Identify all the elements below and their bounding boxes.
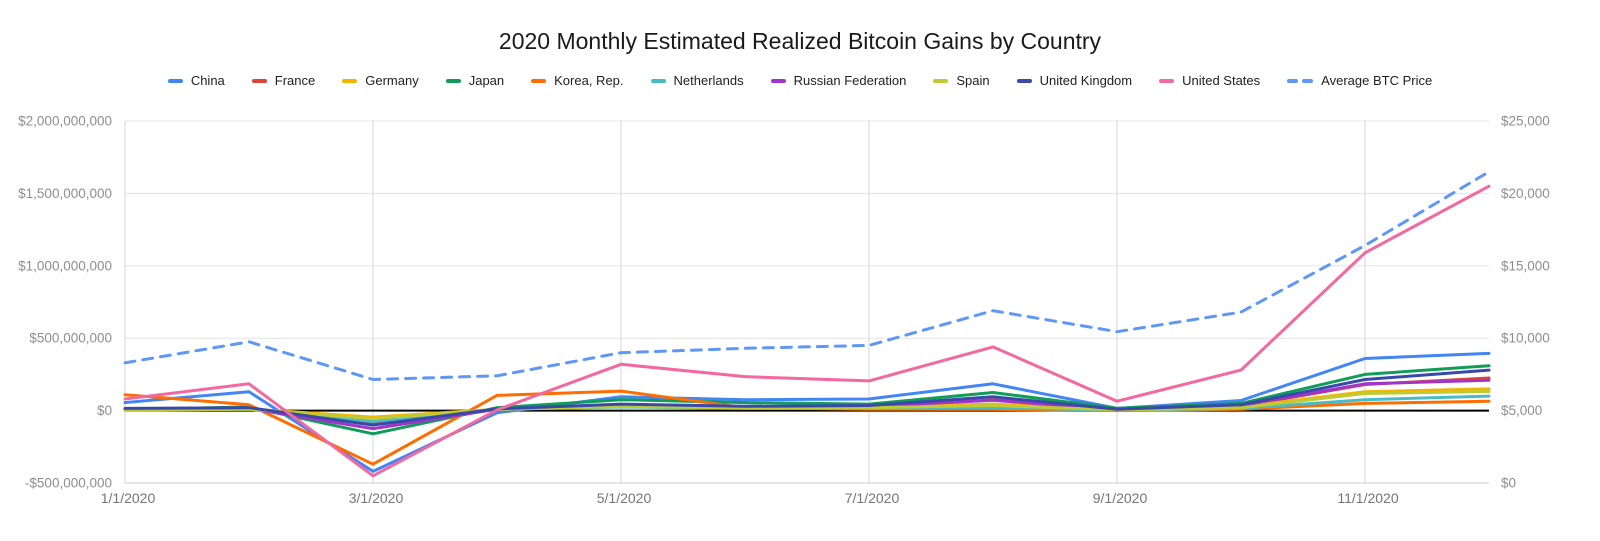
x-axis-tick-label: 1/1/2020	[101, 490, 156, 506]
legend-item-united-states[interactable]: United States	[1159, 73, 1260, 88]
right-axis-tick-label: $20,000	[1501, 186, 1550, 201]
legend-item-label: Russian Federation	[793, 73, 907, 88]
series-color-bar	[1016, 78, 1032, 83]
legend-swatch-icon	[445, 78, 461, 83]
legend-item-label: Spain	[956, 73, 990, 88]
legend-item-label: China	[190, 73, 225, 88]
x-axis-tick-label: 11/1/2020	[1337, 490, 1398, 506]
legend-swatch-icon	[1159, 78, 1175, 83]
left-axis-tick-label: $1,500,000,000	[18, 186, 112, 201]
series-line-united-states[interactable]	[123, 184, 1491, 478]
legend-item-korea-rep[interactable]: Korea, Rep.	[531, 73, 624, 88]
legend-item-spain[interactable]: Spain	[933, 73, 990, 88]
left-axis-tick-label: -$500,000,000	[25, 476, 112, 491]
legend-item-label: Netherlands	[673, 73, 744, 88]
x-axis-tick-label: 7/1/2020	[845, 490, 900, 506]
right-axis-tick-label: $25,000	[1501, 114, 1550, 129]
legend-swatch-icon	[167, 78, 183, 83]
legend-swatch-icon	[1287, 78, 1314, 83]
legend-item-label: Average BTC Price	[1321, 73, 1433, 88]
legend-item-france[interactable]: France	[251, 73, 316, 88]
legend-swatch-icon	[933, 78, 949, 83]
legend-swatch-icon	[531, 78, 547, 83]
legend-item-label: Germany	[365, 73, 419, 88]
series-color-bar	[770, 78, 786, 83]
x-axis-tick-label: 5/1/2020	[597, 490, 652, 506]
right-axis-tick-label: $0	[1501, 476, 1516, 491]
series-color-bar	[1287, 78, 1299, 83]
series-color-bar	[1159, 78, 1175, 83]
left-axis-tick-label: $500,000,000	[29, 331, 112, 346]
legend-item-label: United States	[1182, 73, 1261, 88]
legend-item-russian-federation[interactable]: Russian Federation	[770, 73, 907, 88]
series-line-china[interactable]	[123, 351, 1491, 473]
legend-item-average-btc-price[interactable]: Average BTC Price	[1287, 73, 1432, 88]
legend-item-label: Korea, Rep.	[554, 73, 624, 88]
left-axis-tick-label: $2,000,000,000	[18, 114, 112, 129]
series-color-bar	[251, 78, 267, 83]
series-color-bar	[167, 78, 183, 83]
series-line-united-kingdom[interactable]	[123, 368, 1491, 427]
series-color-bar	[933, 78, 949, 83]
legend-swatch-icon	[770, 78, 786, 83]
series-color-bar	[650, 78, 666, 83]
legend-item-label: France	[274, 73, 316, 88]
legend-item-japan[interactable]: Japan	[445, 73, 505, 88]
series-color-bar	[531, 78, 547, 83]
legend-item-china[interactable]: China	[167, 73, 225, 88]
legend-item-netherlands[interactable]: Netherlands	[650, 73, 744, 88]
series-color-bar	[342, 78, 358, 83]
legend-item-label: United Kingdom	[1039, 73, 1133, 88]
left-axis-tick-label: $1,000,000,000	[18, 258, 112, 273]
series-color-bar	[445, 78, 461, 83]
right-axis-tick-label: $15,000	[1501, 258, 1550, 273]
legend-item-label: Japan	[468, 73, 505, 88]
x-axis-tick-label: 3/1/2020	[349, 490, 404, 506]
legend-item-united-kingdom[interactable]: United Kingdom	[1016, 73, 1133, 88]
right-axis-tick-label: $5,000	[1501, 403, 1542, 418]
legend-swatch-icon	[1016, 78, 1032, 83]
legend-item-germany[interactable]: Germany	[342, 73, 419, 88]
legend: China France Germany Japan Korea, Rep. N…	[0, 73, 1600, 88]
right-axis-tick-label: $10,000	[1501, 331, 1550, 346]
chart-title: 2020 Monthly Estimated Realized Bitcoin …	[498, 28, 1102, 54]
series-line-average-btc-price[interactable]	[123, 170, 1491, 381]
series-color-bar	[1302, 78, 1314, 83]
legend-swatch-icon	[342, 78, 358, 83]
legend-swatch-icon	[251, 78, 267, 83]
legend-swatch-icon	[650, 78, 666, 83]
x-axis-tick-label: 9/1/2020	[1093, 490, 1148, 506]
series-line-spain[interactable]	[123, 390, 1491, 421]
left-axis-tick-label: $0	[97, 403, 112, 418]
series-line-japan[interactable]	[123, 364, 1491, 436]
